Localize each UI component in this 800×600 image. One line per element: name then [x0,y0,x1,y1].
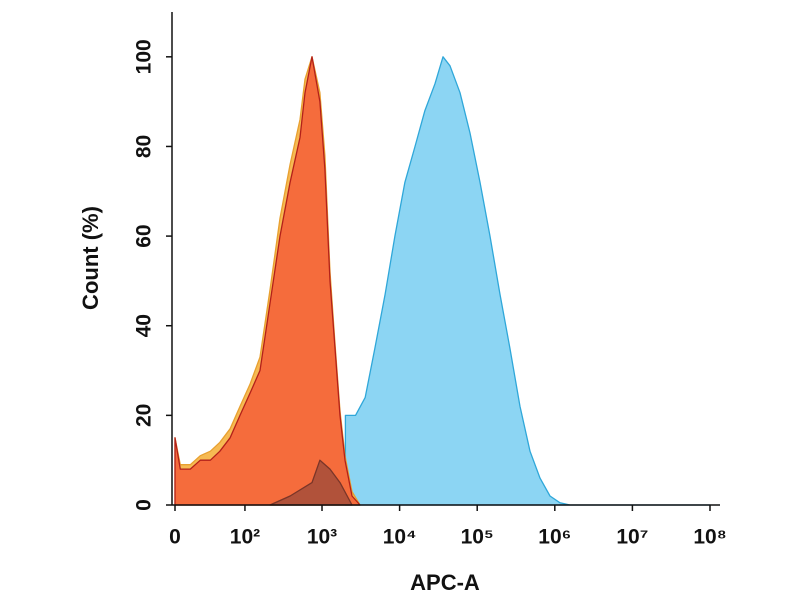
x-tick-label: 10² [230,526,260,549]
x-tick-label: 10³ [307,526,337,549]
y-axis-label: Count (%) [78,206,103,310]
x-tick-label: 10⁷ [616,526,648,549]
histogram-area [344,56,711,506]
y-tick-label: 40 [133,314,156,337]
x-tick-label: 10⁶ [538,526,571,549]
y-tick-label: 0 [133,499,156,511]
x-axis-label: APC-A [410,570,480,595]
y-tick-label: 80 [133,135,156,158]
y-tick-label: 20 [133,404,156,427]
x-tick-label: 0 [169,526,181,549]
histogram-area [269,459,353,506]
x-tick-label: 10⁴ [383,526,417,549]
histogram-area [174,56,361,506]
x-tick-label: 10⁸ [693,526,726,549]
x-tick-label: 10⁵ [461,526,494,549]
y-tick-label: 100 [133,39,156,74]
y-tick-label: 60 [133,224,156,247]
